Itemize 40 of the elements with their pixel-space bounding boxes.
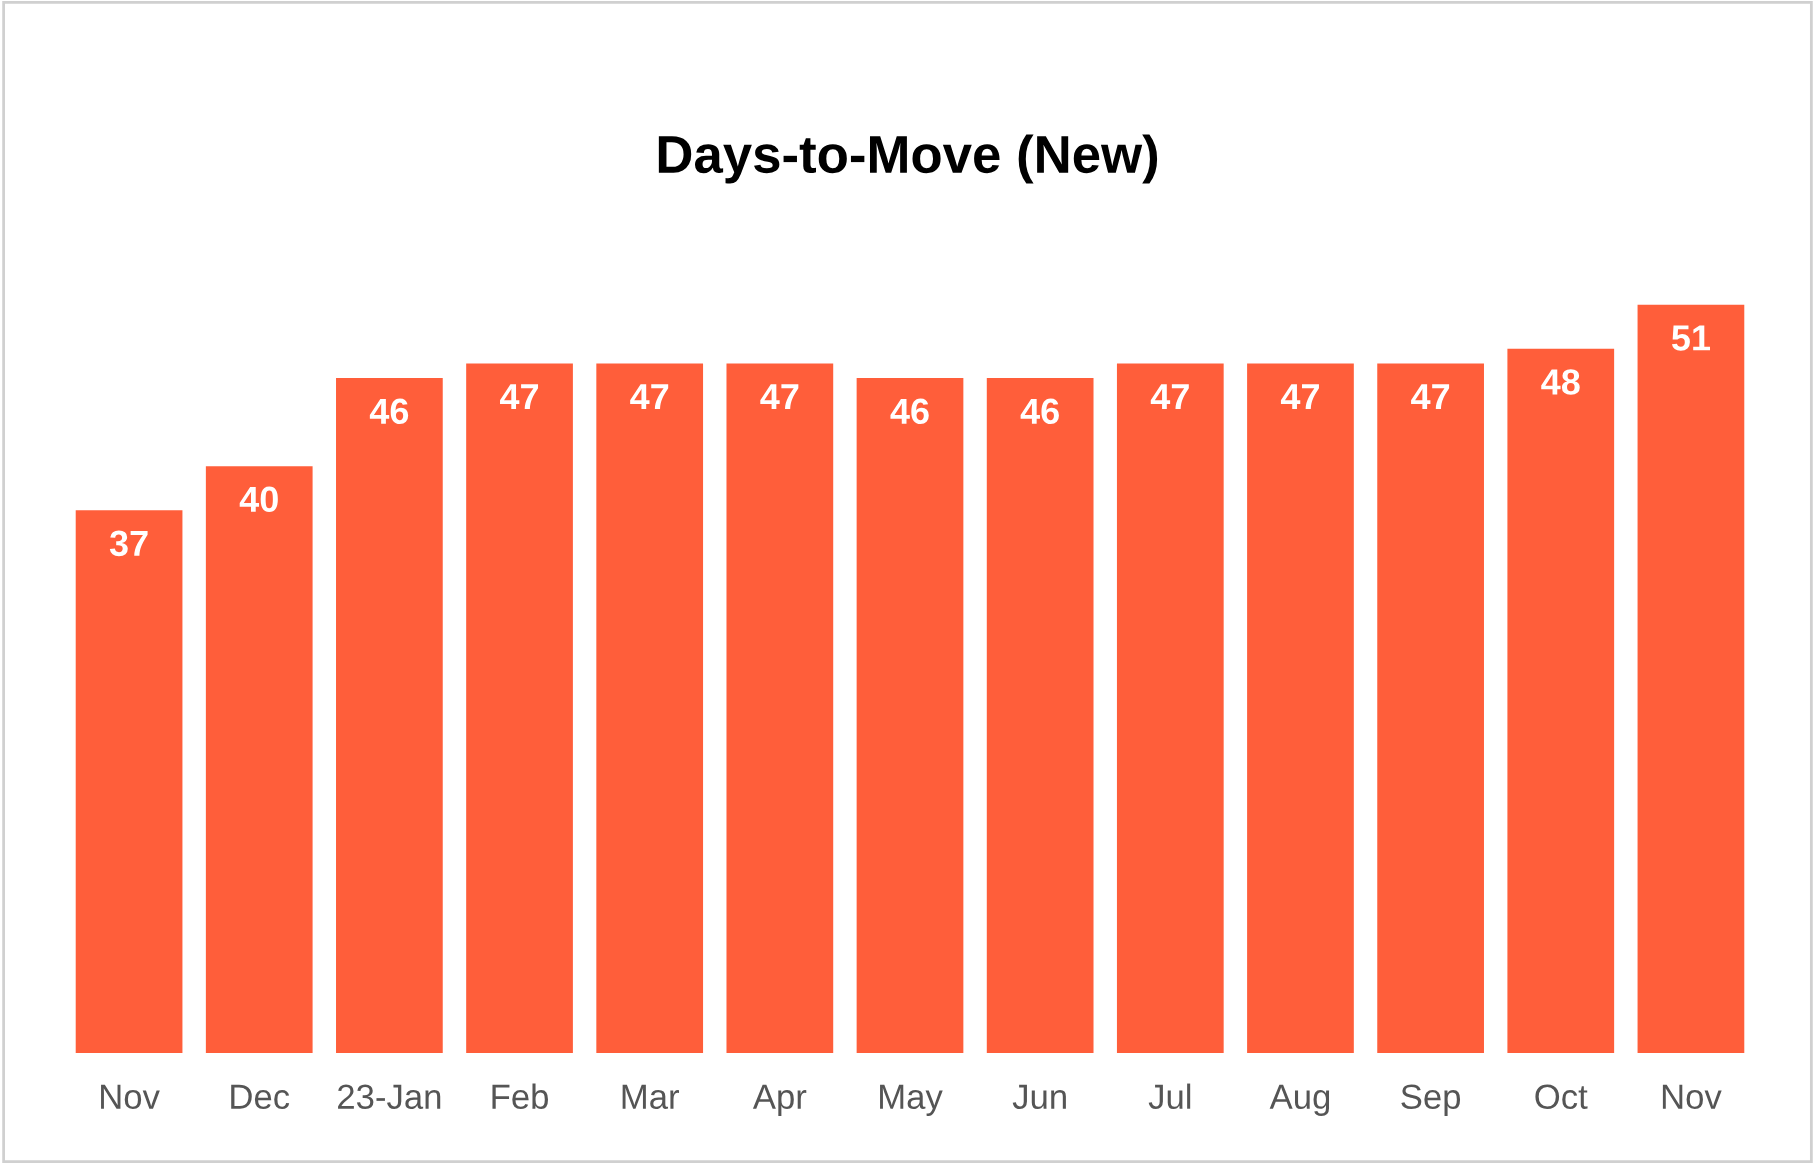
bar xyxy=(466,363,573,1053)
x-tick-label: Sep xyxy=(1401,1084,1461,1116)
bar xyxy=(1507,348,1615,1053)
x-tick-label: Dec xyxy=(231,1084,290,1110)
data-label: 47 xyxy=(500,384,539,410)
data-label: 46 xyxy=(890,398,929,425)
bar xyxy=(336,378,443,1053)
chart-title: Days-to-Move (New) xyxy=(658,134,1158,184)
x-tick-label: Jun xyxy=(1012,1084,1066,1110)
x-tick-label: Jul xyxy=(1148,1083,1191,1110)
x-tick-label: Feb xyxy=(492,1083,548,1110)
bar xyxy=(205,466,313,1053)
data-label: 46 xyxy=(369,398,409,425)
x-tick-label: 23-Jan xyxy=(338,1084,441,1110)
data-label: 48 xyxy=(1541,369,1580,395)
x-tick-label: Aug xyxy=(1269,1084,1330,1116)
data-label: 47 xyxy=(760,384,799,410)
x-tick-label: Oct xyxy=(1535,1084,1588,1110)
data-label: 47 xyxy=(630,384,669,410)
x-tick-label: Nov xyxy=(101,1084,160,1110)
bar xyxy=(1116,363,1224,1053)
bar xyxy=(1377,363,1484,1053)
bar xyxy=(856,378,964,1053)
bar xyxy=(1637,304,1745,1053)
data-label: 47 xyxy=(1280,384,1319,410)
x-tick-label: Nov xyxy=(1662,1084,1722,1110)
data-label: 47 xyxy=(1411,384,1450,410)
bar xyxy=(75,510,183,1053)
bar xyxy=(986,378,1094,1053)
data-label: 51 xyxy=(1671,325,1710,351)
data-label: 40 xyxy=(239,486,278,513)
x-tick-label: May xyxy=(880,1084,943,1116)
bar xyxy=(726,363,834,1053)
x-tick-label: Mar xyxy=(622,1084,680,1110)
bar xyxy=(596,363,704,1053)
bar xyxy=(1247,363,1354,1053)
data-label: 47 xyxy=(1150,384,1189,410)
x-tick-label: Apr xyxy=(752,1084,807,1116)
data-label: 46 xyxy=(1020,398,1059,425)
data-label: 37 xyxy=(109,530,148,557)
